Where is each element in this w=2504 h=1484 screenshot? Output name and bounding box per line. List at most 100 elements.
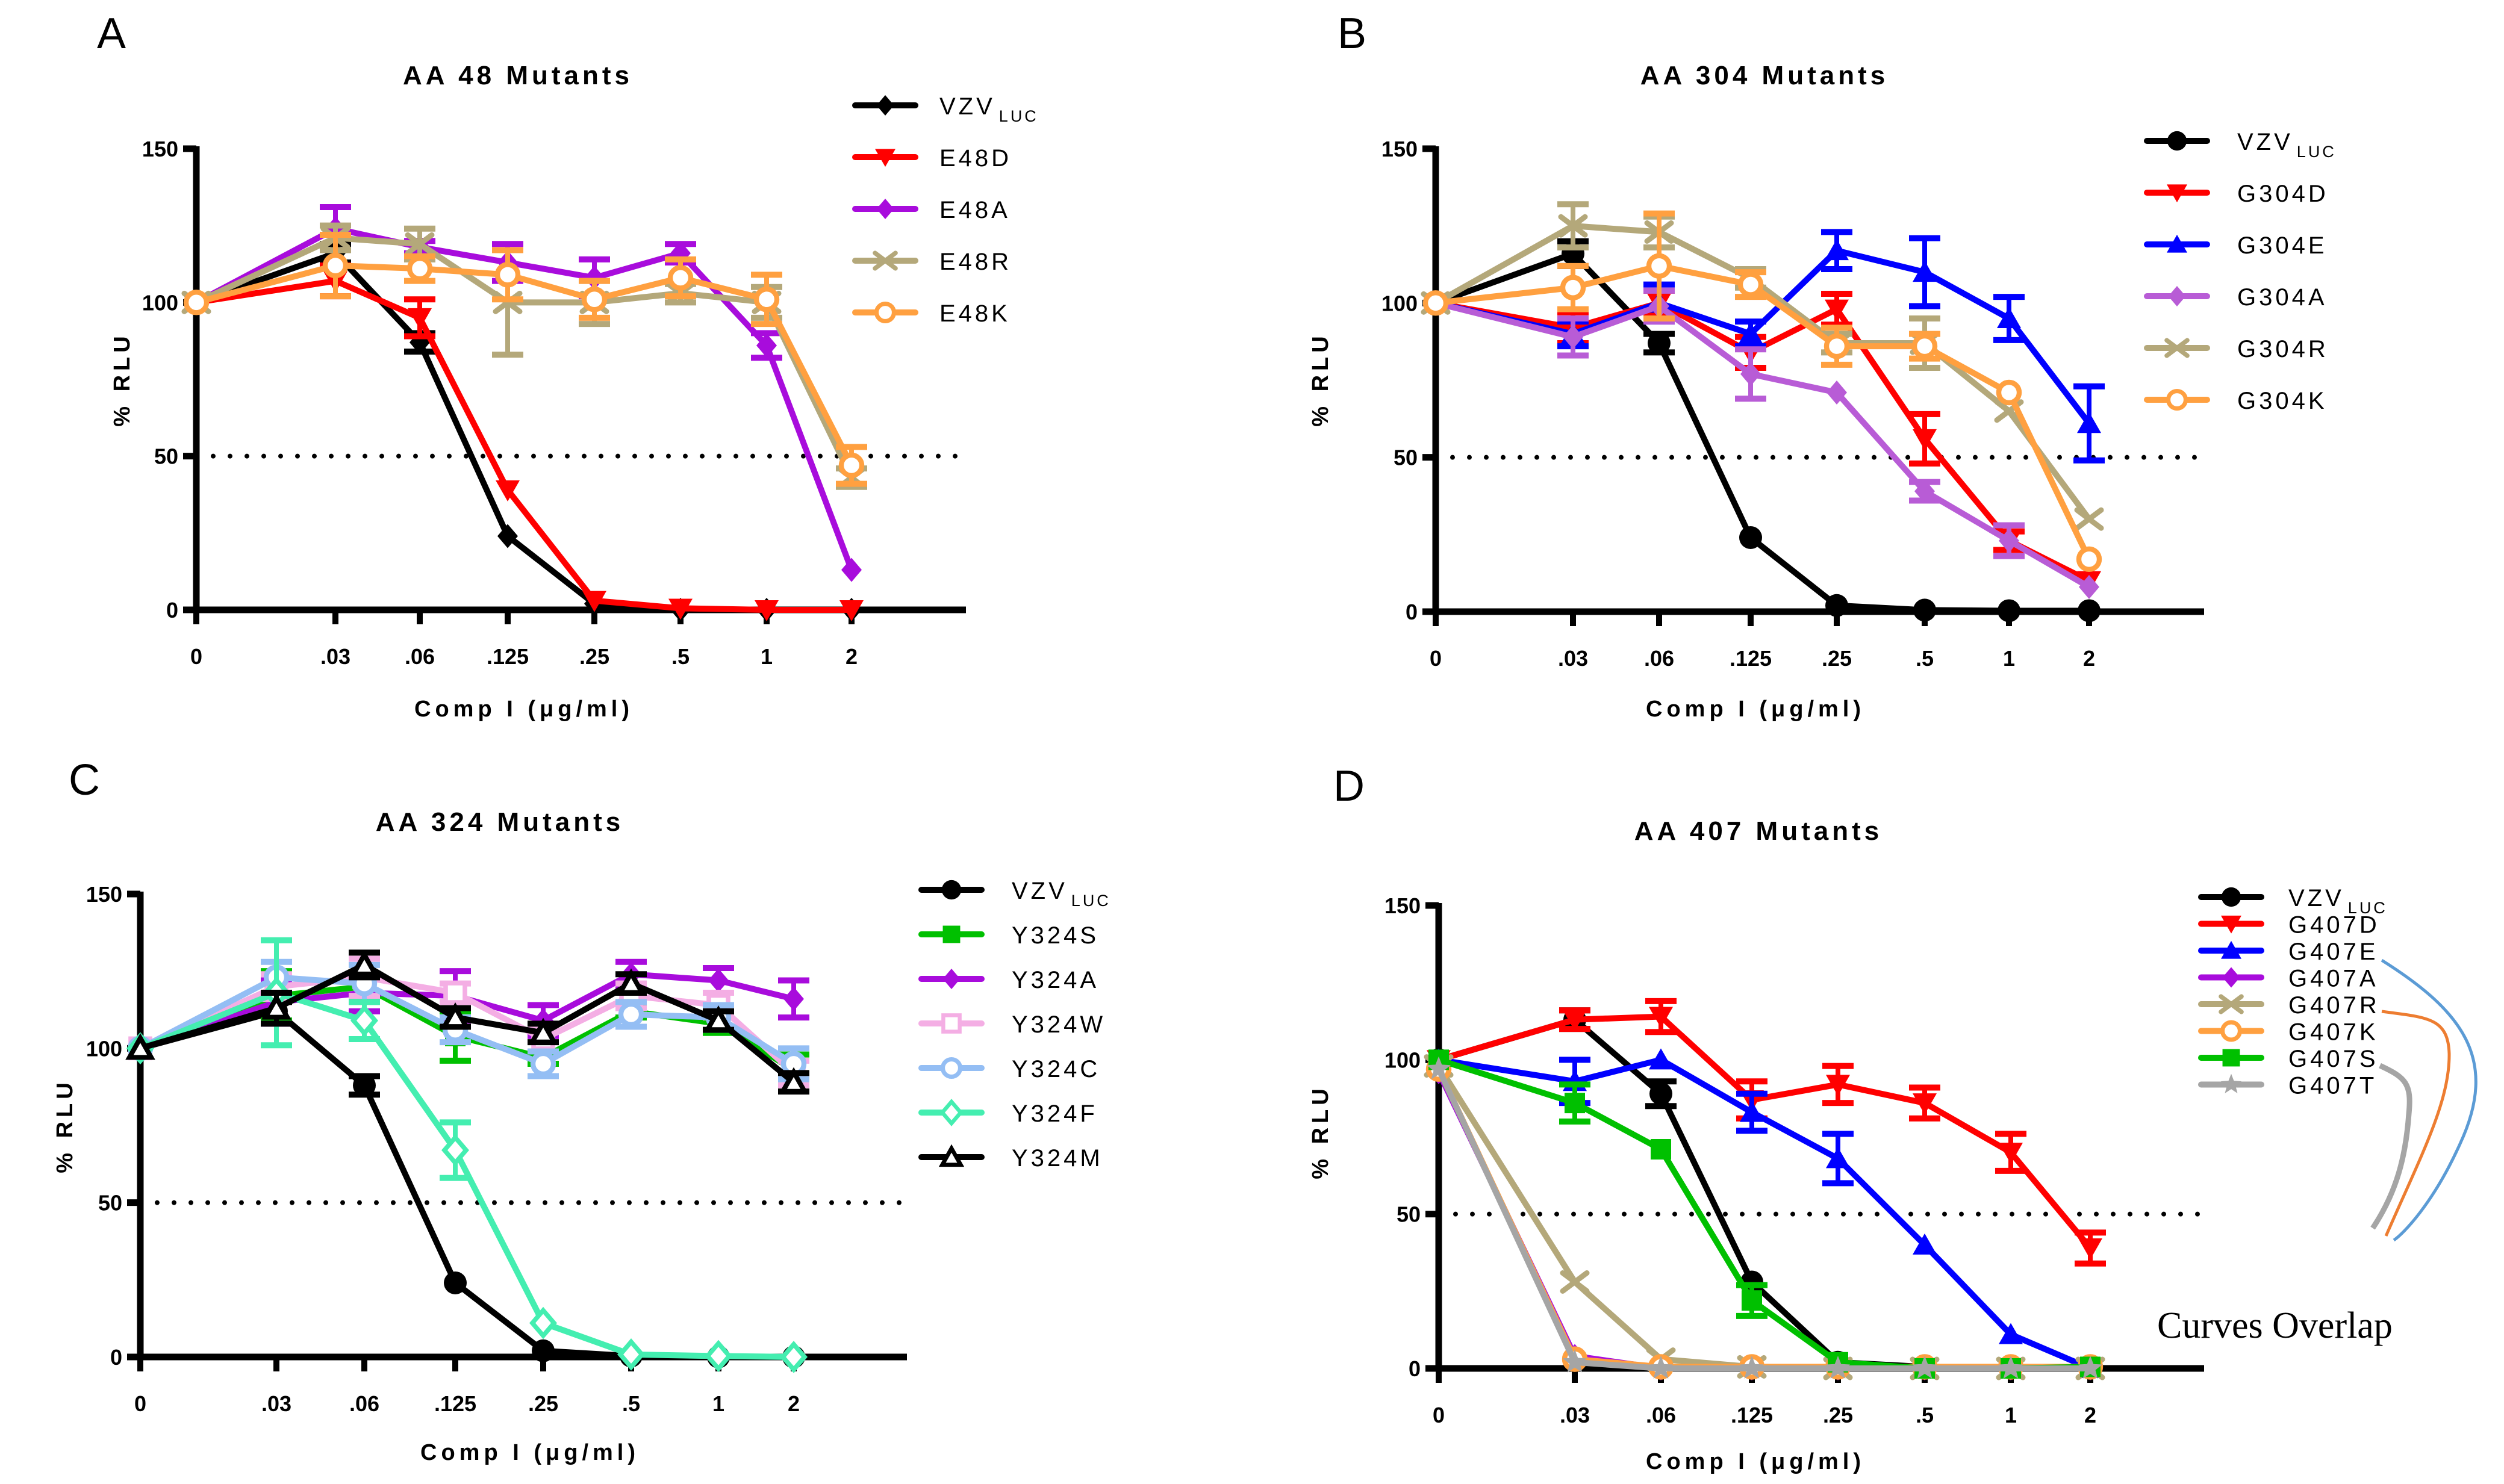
legend-label: E48D: [939, 145, 1012, 172]
legend-item: G304E: [2144, 232, 2328, 259]
x-tick-label: 2: [788, 1391, 800, 1416]
series-line: [139, 961, 796, 1085]
legend-item: G304R: [2144, 336, 2326, 362]
y-tick-label: 100: [142, 290, 178, 315]
data-point: [1739, 322, 1763, 344]
data-point: [408, 308, 432, 329]
legend-item: Y324A: [918, 967, 1096, 993]
series-g407t: [1427, 1056, 2102, 1379]
legend-marker: [2222, 967, 2240, 988]
legend-label: VZV LUC: [939, 93, 1039, 125]
y-tick-label: 150: [1381, 137, 1418, 161]
y-tick-label: 50: [154, 444, 178, 469]
legend-label: E48R: [939, 249, 1012, 275]
data-point: [125, 1033, 155, 1060]
legend: VZV LUC G304D G304E G304A G304R G304K: [2144, 129, 2334, 414]
legend-subscript: LUC: [999, 107, 1039, 125]
series-line: [195, 250, 852, 613]
data-point: [1997, 306, 2021, 328]
data-point: [703, 1005, 733, 1032]
series-g407d: [1427, 998, 2106, 1267]
legend-marker: [2167, 131, 2187, 151]
series-y324m: [125, 949, 809, 1095]
data-point: [1913, 429, 1937, 450]
data-point: [1827, 380, 1847, 405]
data-point: [1739, 526, 1762, 549]
legend-marker: [938, 1144, 965, 1167]
legend-item: E48A: [852, 197, 1008, 223]
series-line: [1438, 1057, 2091, 1371]
x-tick-label: .125: [487, 644, 529, 669]
legend-marker: [2221, 1073, 2241, 1093]
x-axis-label: Comp I (μg/ml): [414, 697, 634, 722]
legend-marker: [876, 199, 894, 219]
legend-marker: [942, 969, 961, 989]
legend-label: G407D: [2288, 912, 2380, 939]
x-tick-label: 0: [1430, 646, 1442, 671]
legend-item: G407D: [2198, 912, 2380, 939]
data-point: [1913, 1356, 1937, 1379]
data-point: [1740, 1101, 1764, 1122]
x-tick-label: .03: [1560, 1403, 1590, 1427]
legend-label: E48K: [939, 300, 1011, 327]
data-point: [2077, 412, 2101, 433]
legend-label: G304E: [2237, 232, 2328, 259]
legend-label: G407A: [2288, 966, 2379, 992]
x-tick-label: 1: [2003, 646, 2015, 671]
legend-marker: [939, 1099, 964, 1126]
legend-label: Y324F: [1012, 1101, 1098, 1127]
data-point: [349, 949, 379, 976]
series-g407e: [1427, 1048, 2102, 1378]
legend-marker: [2167, 184, 2187, 203]
legend-label: G304D: [2237, 181, 2329, 207]
x-tick-label: .06: [1644, 646, 1674, 671]
series-g407r: [1424, 1054, 2105, 1380]
series-g304k: [1422, 210, 2102, 573]
x-tick-label: .5: [622, 1391, 640, 1416]
legend-label: Y324S: [1012, 922, 1099, 949]
y-tick-label: 100: [1384, 1048, 1421, 1072]
y-axis-label: % RLU: [52, 1078, 78, 1173]
data-point: [1563, 324, 1583, 349]
x-tick-label: .125: [1730, 646, 1772, 671]
x-tick-label: 2: [2084, 1403, 2096, 1427]
legend-marker: [2164, 338, 2190, 358]
data-point: [1563, 1010, 1587, 1031]
chart-title: AA 48 Mutants: [403, 61, 633, 90]
legend-item: G304A: [2144, 284, 2325, 311]
x-tick-label: .125: [434, 1391, 476, 1416]
curves-overlap-annotation: Curves Overlap: [2157, 958, 2478, 1346]
data-point: [1999, 1356, 2023, 1379]
legend-subscript: LUC: [2348, 899, 2388, 917]
x-tick-label: .125: [1731, 1403, 1773, 1427]
series-line: [1436, 1067, 2090, 1371]
data-point: [1563, 1349, 1587, 1373]
series-line: [1437, 1013, 2093, 1250]
data-point: [582, 591, 606, 612]
x-tick-label: 0: [190, 644, 202, 669]
data-point: [530, 1051, 556, 1077]
series-line: [1436, 1064, 2090, 1371]
legend-label: Y324W: [1012, 1011, 1106, 1038]
legend-marker: [2166, 388, 2188, 411]
x-tick-label: .06: [405, 644, 435, 669]
panel-b: B AA 304 Mutants 0 50 100 150 0 .03 .06 .125 .25 .5…: [1308, 10, 2334, 722]
data-point: [779, 1067, 809, 1094]
legend-item: G304D: [2144, 181, 2329, 207]
data-point: [350, 1004, 379, 1037]
x-tick-label: .25: [528, 1391, 558, 1416]
series-e48k: [183, 231, 867, 487]
data-point: [668, 598, 693, 620]
data-point: [1651, 1139, 1671, 1160]
x-tick-label: .06: [1646, 1403, 1676, 1427]
y-tick-label: 150: [1384, 893, 1421, 918]
data-point: [444, 1271, 467, 1294]
x-tick-label: .5: [1916, 646, 1934, 671]
y-tick-label: 0: [1409, 1356, 1421, 1381]
data-point: [1913, 1093, 1937, 1115]
data-point: [1823, 333, 1850, 359]
x-tick-label: 1: [2005, 1403, 2017, 1427]
x-tick-label: .03: [320, 644, 350, 669]
data-point: [1560, 275, 1586, 300]
panel-letter: D: [1333, 762, 1365, 810]
